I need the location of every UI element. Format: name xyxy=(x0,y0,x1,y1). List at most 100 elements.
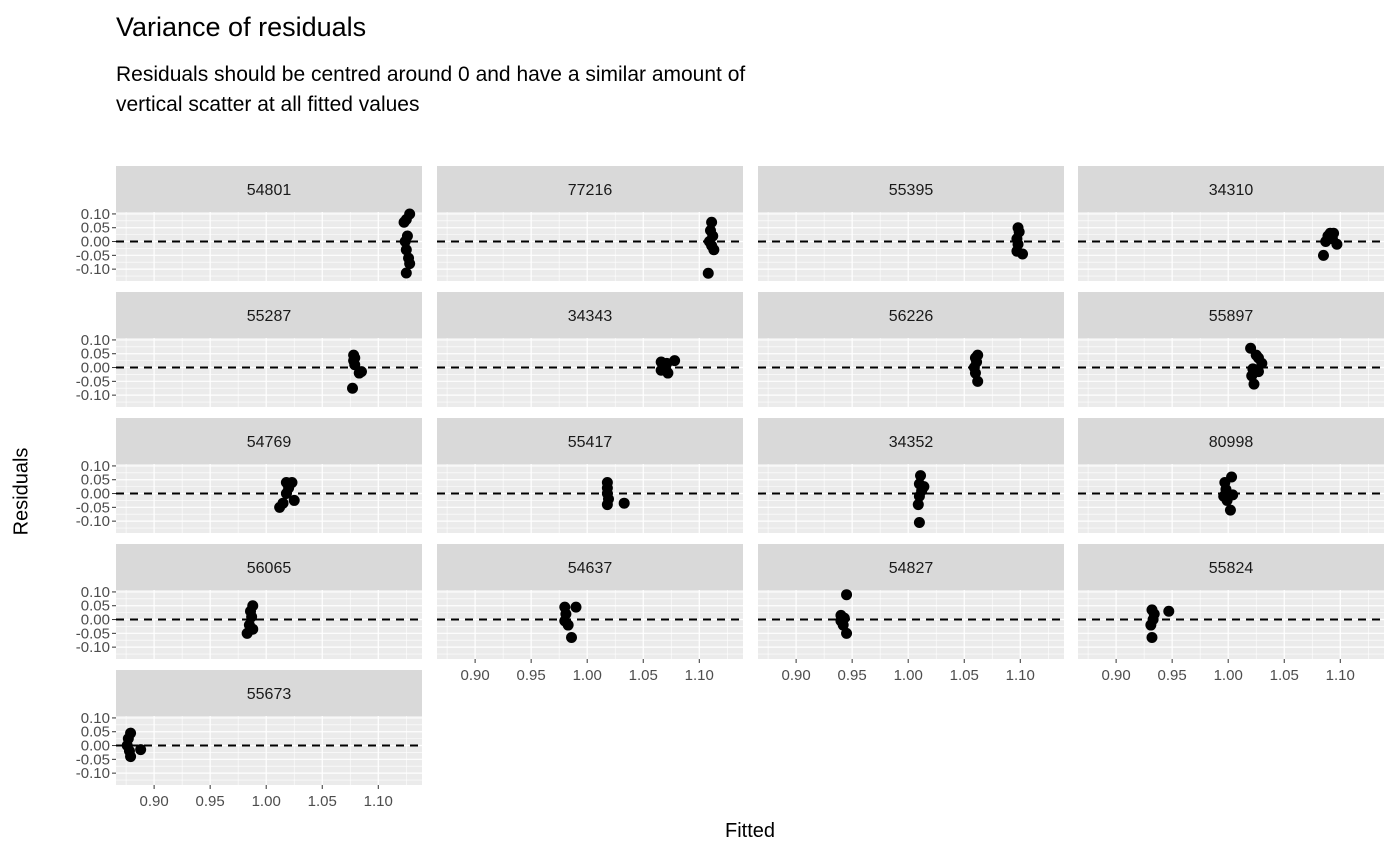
y-tick-label: 0.00 xyxy=(81,234,110,251)
x-tick-label: 1.05 xyxy=(308,793,337,810)
facet-strip-label: 80998 xyxy=(1209,434,1254,451)
x-tick-label: 0.90 xyxy=(782,667,811,684)
facet-strip-label: 34310 xyxy=(1209,182,1254,199)
data-point xyxy=(1146,631,1158,643)
data-point xyxy=(400,267,412,279)
data-point xyxy=(915,470,927,482)
data-point xyxy=(841,589,853,601)
x-tick-label: 0.95 xyxy=(517,667,546,684)
facet-strip xyxy=(437,544,743,590)
data-point xyxy=(274,501,286,513)
data-point xyxy=(913,517,925,529)
facet-strip xyxy=(758,544,1064,590)
x-tick-label: 1.10 xyxy=(685,667,714,684)
y-tick-label: -0.05 xyxy=(76,247,110,264)
data-point xyxy=(841,627,853,639)
panel-background xyxy=(437,590,743,659)
y-tick-label: -0.10 xyxy=(76,261,110,278)
data-point xyxy=(702,267,714,279)
data-point xyxy=(246,611,258,623)
data-point xyxy=(349,359,361,371)
panel-background xyxy=(758,338,1064,407)
panel-background xyxy=(116,338,422,407)
y-tick-label: -0.05 xyxy=(76,373,110,390)
facet-strip-label: 54637 xyxy=(568,560,613,577)
facet-strip-label: 55417 xyxy=(568,434,613,451)
x-tick-label: 0.95 xyxy=(1158,667,1187,684)
facet-panel-80998: 80998 xyxy=(1078,418,1384,533)
chart-title: Variance of residuals xyxy=(116,12,367,42)
facet-strip xyxy=(1078,418,1384,464)
data-point xyxy=(969,367,981,379)
data-point xyxy=(1248,378,1260,390)
facet-panel-77216: 77216 xyxy=(437,166,743,281)
data-point xyxy=(1163,605,1175,617)
facet-strip-label: 55824 xyxy=(1209,560,1254,577)
facet-strip xyxy=(1078,166,1384,212)
data-point xyxy=(1320,236,1332,248)
data-point xyxy=(1221,494,1233,506)
y-tick-label: -0.05 xyxy=(76,751,110,768)
x-tick-label: 0.90 xyxy=(461,667,490,684)
panel-background xyxy=(758,590,1064,659)
x-tick-label: 1.10 xyxy=(364,793,393,810)
data-point xyxy=(241,627,253,639)
panel-background xyxy=(116,212,422,281)
data-point xyxy=(353,367,365,379)
data-point xyxy=(125,751,137,763)
y-tick-label: 0.00 xyxy=(81,360,110,377)
panel-background xyxy=(1078,590,1384,659)
facet-panel-54827: 54827 0.90 0.95 1.00 1.05 1.10 xyxy=(758,544,1064,684)
panel-background xyxy=(758,464,1064,533)
facet-strip xyxy=(116,670,422,716)
facet-panel-55417: 55417 xyxy=(437,418,743,533)
panel-background xyxy=(116,590,422,659)
data-point xyxy=(972,375,984,387)
x-tick-label: 0.90 xyxy=(140,793,169,810)
y-tick-label: -0.10 xyxy=(76,765,110,782)
facet-strip xyxy=(116,418,422,464)
panel-background xyxy=(116,716,422,785)
y-tick-label: -0.10 xyxy=(76,639,110,656)
y-tick-label: 0.10 xyxy=(81,458,110,475)
facet-strip xyxy=(437,418,743,464)
facet-strip-label: 54801 xyxy=(247,182,292,199)
facet-panel-55287: 55287 0.100.050.00-0.05-0.10 xyxy=(76,292,422,407)
x-tick-label: 0.90 xyxy=(1102,667,1131,684)
x-tick-label: 1.05 xyxy=(950,667,979,684)
y-tick-label: -0.10 xyxy=(76,387,110,404)
facet-strip xyxy=(758,166,1064,212)
data-point xyxy=(1317,249,1329,261)
x-tick-label: 1.10 xyxy=(1326,667,1355,684)
y-tick-label: 0.10 xyxy=(81,332,110,349)
data-point xyxy=(404,258,416,270)
facet-panel-55897: 55897 xyxy=(1078,292,1384,407)
panel-background xyxy=(437,338,743,407)
data-point xyxy=(669,355,681,367)
y-tick-label: 0.05 xyxy=(81,472,110,489)
y-tick-label: 0.10 xyxy=(81,584,110,601)
panel-background xyxy=(437,464,743,533)
facet-panel-34352: 34352 xyxy=(758,418,1064,533)
y-tick-label: 0.00 xyxy=(81,738,110,755)
x-tick-label: 0.95 xyxy=(196,793,225,810)
facet-panel-54801: 54801 0.100.050.00-0.05-0.10 xyxy=(76,166,422,281)
data-point xyxy=(347,382,359,394)
data-point xyxy=(1331,238,1343,250)
facet-panel-55673: 55673 0.100.050.00-0.05-0.10 0.90 0.95 1.00 1… xyxy=(76,670,422,810)
data-point xyxy=(400,244,412,256)
facet-strip-label: 54827 xyxy=(889,560,934,577)
facet-panel-54637: 54637 0.90 0.95 1.00 1.05 1.10 xyxy=(437,544,743,684)
panel-background xyxy=(437,212,743,281)
facet-strip-label: 56226 xyxy=(889,308,934,325)
data-point xyxy=(570,601,582,613)
data-point xyxy=(913,490,925,502)
x-tick-label: 1.00 xyxy=(894,667,923,684)
facet-strip-label: 55395 xyxy=(889,182,934,199)
facet-strip-label: 77216 xyxy=(568,182,613,199)
x-tick-label: 1.05 xyxy=(1270,667,1299,684)
facet-strip xyxy=(437,166,743,212)
facet-strip xyxy=(1078,292,1384,338)
y-tick-label: 0.05 xyxy=(81,724,110,741)
